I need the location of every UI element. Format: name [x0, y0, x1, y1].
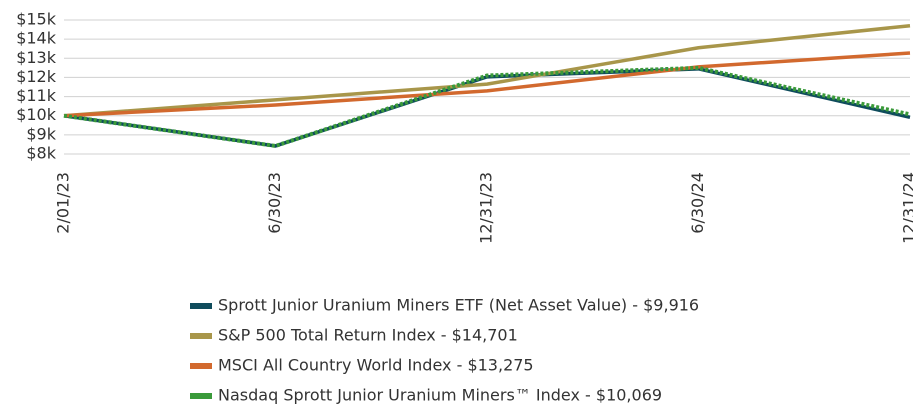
x-tick-label: 12/31/24 — [900, 172, 913, 244]
y-tick-label: $11k — [16, 86, 57, 105]
y-tick-label: $12k — [16, 67, 57, 86]
y-tick-label: $13k — [16, 48, 57, 67]
x-tick-label: 12/31/23 — [477, 172, 496, 244]
legend-swatch — [190, 333, 212, 339]
y-tick-label: $10k — [16, 105, 57, 124]
legend-swatch — [190, 303, 212, 309]
series-line — [63, 23, 911, 118]
x-tick-label: 2/01/23 — [54, 172, 73, 234]
legend-swatch — [190, 393, 212, 399]
x-tick-label: 6/30/23 — [265, 172, 284, 234]
y-tick-label: $14k — [16, 29, 57, 48]
x-tick-label: 6/30/24 — [688, 172, 707, 234]
y-tick-label: $15k — [16, 10, 57, 29]
legend-label: Sprott Junior Uranium Miners ETF (Net As… — [218, 296, 699, 315]
y-tick-label: $9k — [26, 124, 56, 143]
series-line — [63, 65, 911, 148]
y-tick-label: $8k — [26, 144, 56, 163]
legend-swatch — [190, 363, 212, 369]
legend-label: S&P 500 Total Return Index - $14,701 — [218, 326, 518, 345]
series-line — [63, 51, 911, 118]
legend-label: Nasdaq Sprott Junior Uranium Miners™ Ind… — [218, 386, 662, 405]
legend-label: MSCI All Country World Index - $13,275 — [218, 356, 534, 375]
